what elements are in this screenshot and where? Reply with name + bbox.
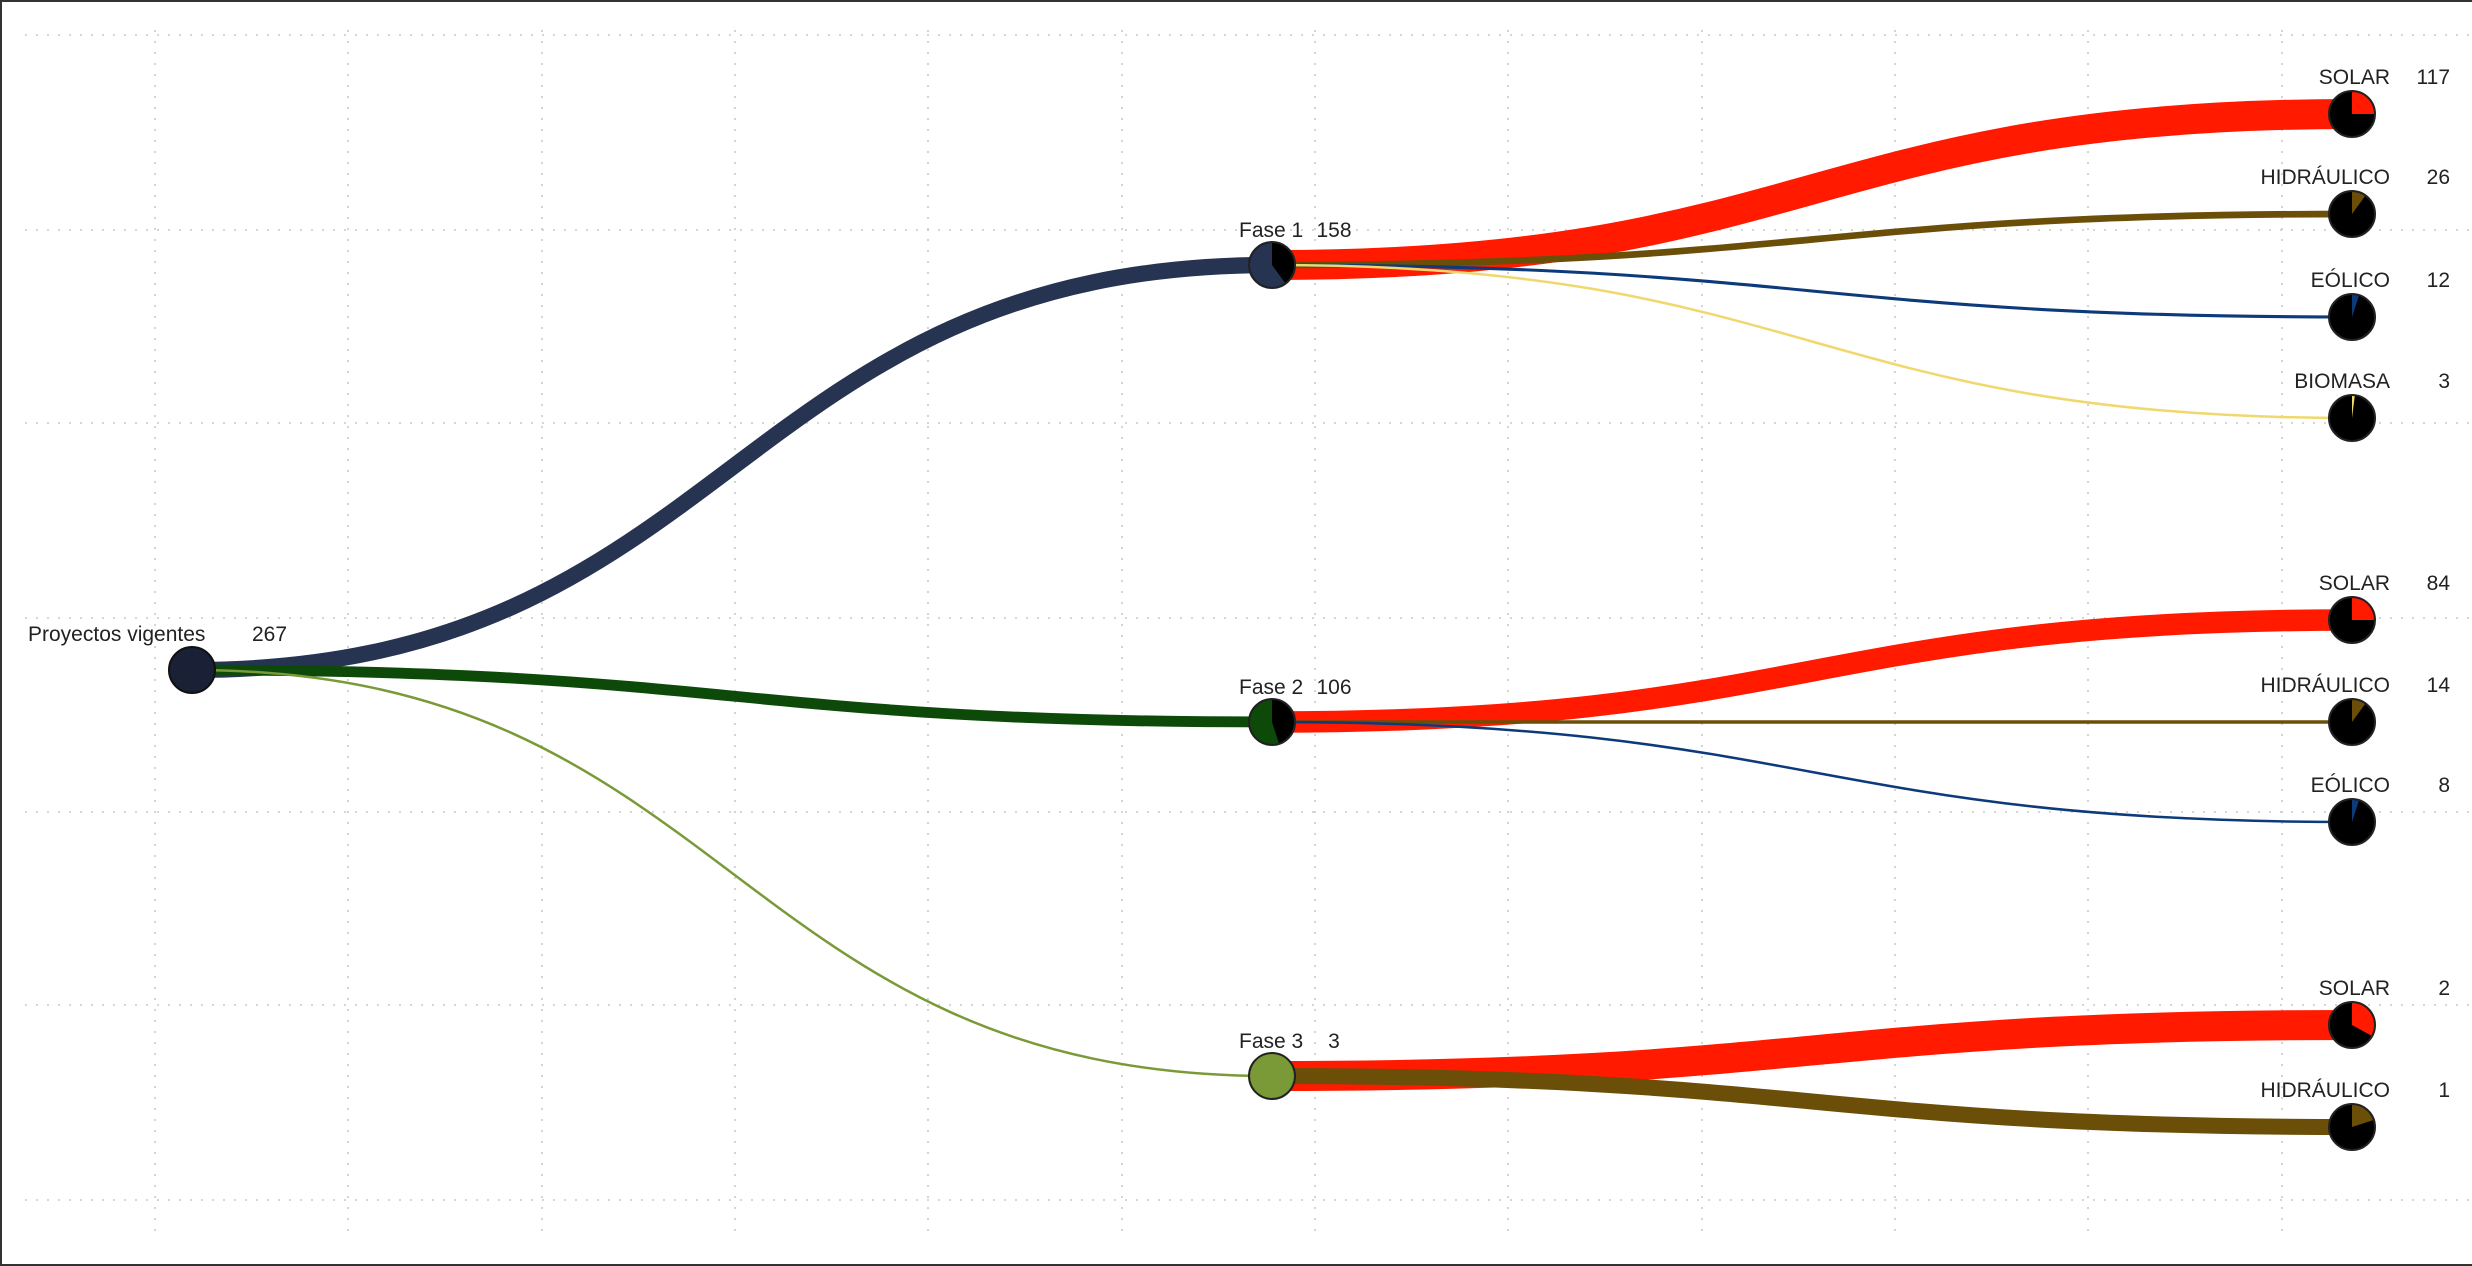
leaf-fase2-hidraulico-count: 14: [2427, 674, 2451, 697]
link-fase1-hidraulico: [1271, 210, 2353, 269]
leaf-fase1-eolico-label: EÓLICO: [2311, 269, 2390, 292]
leaf-fase1-solar-label: SOLAR: [2319, 66, 2390, 89]
leaf-fase3-hidraulico-slice: [2352, 1105, 2373, 1127]
link-root-fase1: [191, 256, 1273, 679]
link-fase1-biomasa: [1271, 263, 2353, 420]
link-fase2-solar: [1271, 609, 2353, 733]
fase2-count: 106: [1316, 676, 1351, 699]
link-fase3-hidraulico: [1271, 1068, 2353, 1135]
fase3-count: 3: [1328, 1030, 1340, 1053]
root-node-circle: [168, 646, 216, 694]
root-count: 267: [252, 623, 287, 646]
fase1-count: 158: [1316, 219, 1351, 242]
leaf-fase1-hidraulico[interactable]: [2328, 190, 2376, 238]
leaf-fase3-hidraulico-label: HIDRÁULICO: [2260, 1079, 2390, 1102]
fase3-slice: [1250, 1054, 1294, 1098]
link-root-fase2: [191, 664, 1273, 728]
background-grid: [25, 30, 2472, 1240]
leaf-fase2-solar[interactable]: [2328, 596, 2376, 644]
leaf-fase2-eolico-label: EÓLICO: [2311, 774, 2390, 797]
leaf-fase2-solar-count: 84: [2427, 572, 2451, 595]
leaf-fase2-eolico-slice: [2352, 800, 2359, 822]
link-fase1-solar: [1271, 99, 2353, 280]
leaf-fase2-eolico[interactable]: [2328, 798, 2376, 846]
link-root-fase3: [191, 668, 1273, 1078]
leaf-fase1-biomasa-count: 3: [2438, 370, 2450, 393]
fase3-label: Fase 3: [1239, 1030, 1303, 1053]
leaf-fase1-hidraulico-count: 26: [2427, 166, 2450, 189]
fase2-slice: [1249, 700, 1279, 744]
leaf-fase2-hidraulico-label: HIDRÁULICO: [2260, 674, 2390, 697]
tree-nodes[interactable]: Proyectos vigentes 267 Fase 1 158 SOLAR 117 HI…: [28, 66, 2451, 1151]
leaf-fase1-biomasa-slice: [2352, 396, 2355, 418]
fase1-slice: [1250, 243, 1285, 287]
leaf-fase1-eolico-count: 12: [2427, 269, 2450, 292]
leaf-fase1-eolico[interactable]: [2328, 293, 2376, 341]
fase2-label: Fase 2: [1239, 676, 1303, 699]
leaf-fase2-hidraulico-slice: [2352, 700, 2365, 722]
leaf-fase1-solar-slice: [2352, 92, 2374, 114]
leaf-fase3-hidraulico-count: 1: [2438, 1079, 2450, 1102]
node-fase1[interactable]: [1248, 241, 1296, 289]
leaf-fase3-hidraulico[interactable]: [2328, 1103, 2376, 1151]
link-fase3-solar: [1271, 1010, 2353, 1091]
leaf-fase2-eolico-count: 8: [2438, 774, 2450, 797]
fase1-label: Fase 1: [1239, 219, 1303, 242]
leaf-fase3-solar[interactable]: [2328, 1001, 2376, 1049]
leaf-fase3-solar-count: 2: [2438, 977, 2450, 1000]
leaf-fase1-solar[interactable]: [2328, 90, 2376, 138]
link-fase1-eolico: [1271, 263, 2353, 319]
node-fase3[interactable]: [1248, 1052, 1296, 1100]
leaf-fase2-solar-label: SOLAR: [2319, 572, 2390, 595]
leaf-fase1-hidraulico-slice: [2352, 192, 2365, 214]
tree-links: [191, 99, 2353, 1135]
leaf-fase3-solar-label: SOLAR: [2319, 977, 2390, 1000]
root-node[interactable]: [168, 646, 216, 694]
leaf-fase1-solar-count: 117: [2417, 66, 2450, 89]
leaf-fase1-eolico-slice: [2352, 295, 2359, 317]
leaf-fase1-biomasa[interactable]: [2328, 394, 2376, 442]
leaf-fase1-hidraulico-label: HIDRÁULICO: [2260, 166, 2390, 189]
leaf-fase2-hidraulico[interactable]: [2328, 698, 2376, 746]
node-fase2[interactable]: [1248, 698, 1296, 746]
leaf-fase3-solar-slice: [2352, 1003, 2374, 1036]
leaf-fase1-biomasa-label: BIOMASA: [2294, 370, 2390, 393]
root-label: Proyectos vigentes: [28, 623, 205, 646]
link-fase2-eolico: [1271, 720, 2353, 824]
leaf-fase2-solar-slice: [2352, 598, 2374, 620]
